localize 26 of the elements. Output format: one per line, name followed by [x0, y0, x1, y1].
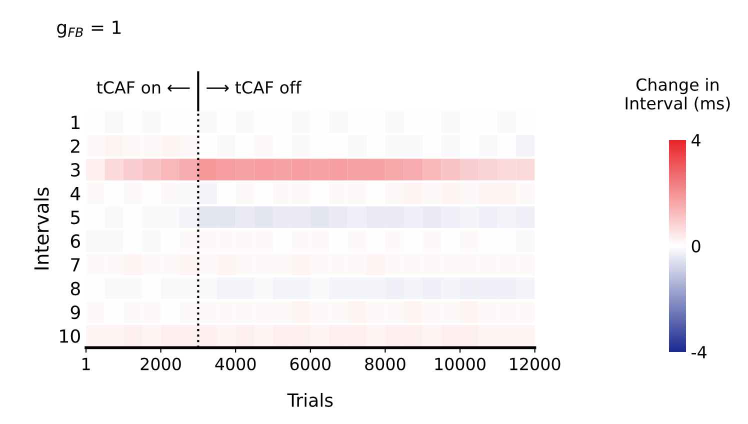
x-axis-title: Trials [287, 392, 333, 407]
y-tick-label: 5 [71, 210, 80, 224]
y-axis-title: Intervals [34, 188, 49, 270]
y-tick-label: 9 [70, 306, 80, 320]
x-tick-label: 1 [82, 358, 90, 370]
y-tick-label: 8 [70, 282, 80, 296]
x-tick-label: 4000 [215, 358, 256, 370]
color-bar-title: Change in Interval (ms) [626, 78, 730, 112]
y-tick-label: 3 [71, 163, 80, 177]
x-tick-label: 12000 [510, 358, 560, 370]
text: tCAF on ⟵ [96, 81, 190, 94]
y-tick-label: 10 [60, 329, 80, 343]
y-tick-label: 4 [70, 187, 80, 200]
x-tick-label: 6000 [290, 358, 330, 370]
color-bar-label: 0 [692, 240, 700, 252]
color-bar-label: 4 [692, 134, 700, 146]
y-tick-label: 7 [71, 258, 80, 272]
x-tick-label: 8000 [365, 358, 406, 370]
text: ⟶ tCAF off [206, 80, 302, 94]
chart-title: g$_{FB}$ = 1 [57, 20, 121, 38]
x-tick-label: 10000 [435, 358, 486, 370]
x-tick-label: 2000 [140, 358, 181, 370]
y-tick-label: 1 [72, 116, 80, 129]
y-tick-label: 6 [70, 234, 80, 248]
y-tick-label: 2 [70, 139, 80, 153]
color-bar-label: -4 [692, 346, 706, 358]
